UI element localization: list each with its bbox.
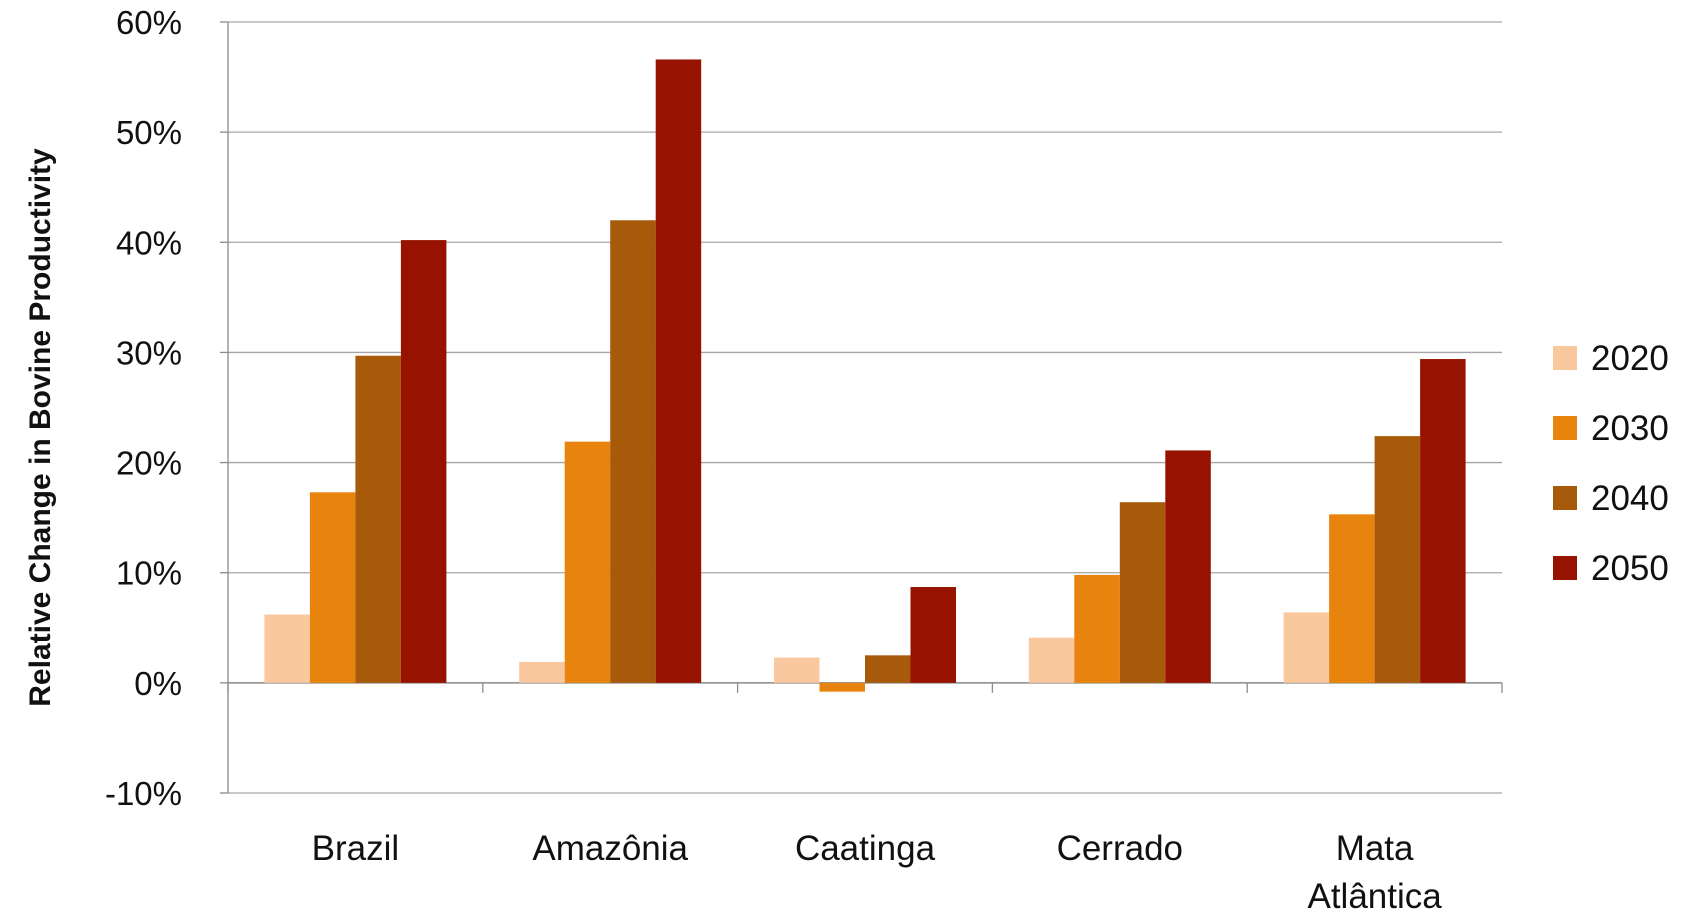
- bars: [264, 59, 1466, 692]
- x-tick-label: Mata: [1336, 829, 1414, 868]
- legend-label: 2020: [1591, 339, 1669, 378]
- y-tick-label: -10%: [105, 775, 182, 812]
- x-tick-label: Caatinga: [795, 829, 936, 868]
- legend-label: 2050: [1591, 549, 1669, 588]
- x-tick-label: Brazil: [312, 829, 400, 868]
- y-tick-label: 10%: [116, 555, 182, 592]
- bar-2050: [1420, 359, 1466, 683]
- legend-label: 2030: [1591, 409, 1669, 448]
- legend-label: 2040: [1591, 479, 1669, 518]
- y-tick-label: 20%: [116, 445, 182, 482]
- y-axis-title: Relative Change in Bovine Productivity: [24, 148, 57, 707]
- y-tick-label: 60%: [116, 4, 182, 41]
- bar-2050: [1165, 450, 1211, 683]
- bar-2020: [1028, 637, 1075, 683]
- bar-2030: [309, 492, 356, 683]
- bar-2030: [1329, 514, 1375, 683]
- bar-2040: [1374, 436, 1421, 683]
- bar-2020: [519, 661, 565, 683]
- y-tick-label: 40%: [116, 224, 182, 261]
- axis-labels: -10% 0% 10% 20% 30% 40% 50% 60% Brazil Amazônia Ca…: [24, 4, 1442, 916]
- bar-2040: [355, 355, 401, 683]
- x-tick-label: Atlântica: [1307, 877, 1442, 913]
- bar-2020: [774, 657, 820, 683]
- bar-2040: [1119, 502, 1166, 683]
- bar-2050: [910, 587, 956, 683]
- legend-swatch: [1553, 486, 1577, 510]
- y-tick-label: 0%: [134, 665, 182, 702]
- x-tick-label: Amazônia: [532, 829, 688, 868]
- bar-2030: [1074, 574, 1120, 683]
- bar-2020: [264, 614, 310, 683]
- legend-swatch: [1553, 346, 1577, 370]
- legend-swatch: [1553, 556, 1577, 580]
- bar-2030: [564, 441, 611, 683]
- y-tick-label: 30%: [116, 334, 182, 371]
- bar-2030: [819, 682, 865, 692]
- bar-2040: [610, 220, 656, 683]
- x-tick-label: Cerrado: [1057, 829, 1183, 868]
- legend: 2020 2030 2040 2050: [1553, 339, 1669, 588]
- y-tick-label: 50%: [116, 114, 182, 151]
- bar-2050: [400, 240, 447, 683]
- legend-swatch: [1553, 416, 1577, 440]
- bar-2020: [1283, 612, 1330, 683]
- bar-2040: [865, 655, 911, 683]
- bar-2050: [655, 59, 702, 683]
